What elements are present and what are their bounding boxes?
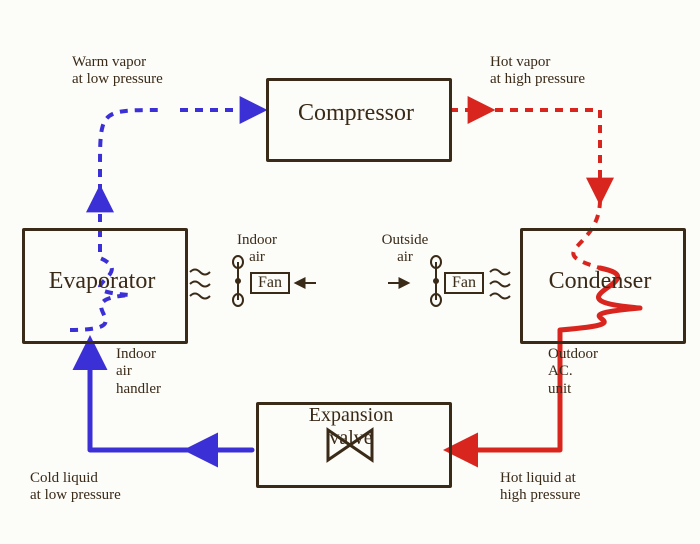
hot-liquid-label: Hot liquid at high pressure [500,470,690,505]
indoor-handler-label: Indoor air handler [116,346,206,398]
condenser-label: Condenser [520,268,680,296]
cold-liquid-label: Cold liquid at low pressure [30,470,230,505]
compressor-label: Compressor [266,100,446,128]
pipe-hot-vapor [450,110,600,200]
indoor-air-label: Indoor air [222,232,292,267]
hot-vapor-label: Hot vapor at high pressure [490,54,680,89]
warm-vapor-label: Warm vapor at low pressure [72,54,242,89]
evaporator-label: Evaporator [22,268,182,296]
expansion-label: Expansion valve [256,404,446,450]
outdoor-unit-label: Outdoor AC. unit [548,346,648,398]
fan-right-box: Fan [444,272,484,294]
outside-air-label: Outside air [370,232,440,267]
airwaves-left-icon [190,270,210,299]
fan-left-box: Fan [250,272,290,294]
airwaves-right-icon [490,270,510,299]
